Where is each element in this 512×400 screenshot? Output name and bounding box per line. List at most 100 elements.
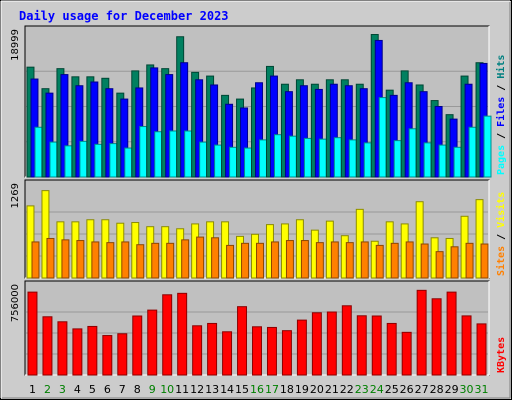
bar-kbytes-day-19 [296, 319, 307, 376]
x-tick-label-day-26: 26 [400, 383, 414, 396]
bar-files-day-28 [434, 105, 443, 178]
bar-kbytes-day-18 [281, 330, 292, 376]
bar-sites-day-23 [360, 241, 369, 279]
bar-kbytes-day-5 [87, 325, 98, 376]
bar-files-day-11 [180, 62, 189, 178]
panel-legend: Pages / Files / Hits [495, 55, 507, 175]
bar-sites-day-14 [226, 244, 235, 279]
legend-entry: Files [495, 97, 507, 127]
bar-sites-day-11 [181, 239, 190, 279]
bar-pages-day-9 [154, 131, 163, 178]
bar-pages-day-22 [348, 139, 357, 178]
bar-pages-day-2 [49, 141, 58, 178]
bar-kbytes-day-10 [162, 294, 173, 376]
y-axis-max-label: 18999 [10, 29, 21, 61]
x-tick-label-day-21: 21 [325, 383, 339, 396]
bar-kbytes-day-6 [102, 335, 113, 376]
x-tick-label-day-25: 25 [385, 383, 399, 396]
bar-kbytes-day-27 [416, 289, 427, 376]
bar-files-day-9 [150, 67, 159, 178]
bar-sites-day-8 [136, 244, 145, 279]
bar-kbytes-day-16 [252, 326, 262, 376]
x-tick-label-day-30: 30 [460, 383, 474, 396]
bar-pages-day-30 [468, 126, 477, 178]
bar-sites-day-5 [91, 241, 100, 279]
bar-files-day-12 [195, 79, 204, 178]
legend-entry: / [496, 79, 507, 97]
bar-pages-day-16 [259, 139, 267, 178]
bar-kbytes-day-13 [207, 322, 218, 376]
x-tick-label-day-20: 20 [310, 383, 324, 396]
bar-sites-day-27 [420, 243, 429, 279]
bar-sites-day-16 [256, 242, 264, 279]
x-tick-label-day-28: 28 [430, 383, 444, 396]
bar-kbytes-day-9 [147, 309, 158, 376]
x-tick-label-day-15: 15 [235, 383, 249, 396]
x-tick-label-day-27: 27 [415, 383, 429, 396]
legend-entry: KBytes [496, 337, 507, 373]
bar-sites-day-20 [315, 242, 324, 279]
bar-pages-day-17 [273, 134, 282, 178]
bar-files-day-20 [314, 88, 323, 178]
y-axis-max-label: 1269 [10, 183, 21, 208]
bar-visits-day-27 [415, 201, 424, 279]
bar-kbytes-day-4 [72, 328, 83, 376]
bar-files-day-5 [90, 81, 99, 178]
bar-pages-day-8 [139, 126, 148, 178]
bar-sites-day-26 [405, 241, 414, 279]
chart-panels: 18999 Pages / Files / Hits 1269 Sites / Vis… [10, 25, 507, 376]
bar-sites-day-9 [151, 242, 160, 279]
chart-title: Daily usage for December 2023 [19, 9, 229, 23]
x-tick-label-day-22: 22 [340, 383, 354, 396]
bar-pages-day-3 [64, 145, 73, 178]
bar-sites-day-13 [211, 237, 220, 279]
bar-sites-day-19 [300, 240, 309, 279]
bar-files-day-7 [120, 98, 129, 178]
bar-kbytes-day-22 [341, 305, 352, 376]
panel-2: 1269 Sites / Visits [10, 179, 507, 279]
bar-pages-day-15 [244, 147, 253, 178]
bar-sites-day-12 [196, 236, 205, 279]
x-tick-label-day-12: 12 [190, 383, 204, 396]
bar-sites-day-25 [390, 242, 399, 279]
bar-kbytes-day-25 [386, 322, 397, 376]
bar-sites-day-10 [166, 242, 175, 279]
bar-files-day-16 [255, 82, 263, 178]
legend-entry: Pages [496, 145, 507, 175]
x-tick-label-day-17: 17 [265, 383, 279, 396]
bar-pages-day-20 [318, 138, 327, 178]
x-tick-label-day-16: 16 [250, 383, 264, 396]
panel-1: 18999 Pages / Files / Hits [10, 25, 507, 178]
bar-pages-day-24 [378, 97, 387, 178]
bar-kbytes-day-12 [192, 325, 203, 376]
bar-sites-day-29 [450, 246, 459, 279]
bar-visits-day-2 [41, 190, 50, 279]
bar-kbytes-day-21 [326, 311, 337, 376]
bar-pages-day-12 [199, 141, 208, 178]
x-tick-label-day-29: 29 [445, 383, 459, 396]
bar-files-day-15 [240, 107, 249, 178]
bar-sites-day-17 [270, 241, 279, 279]
legend-entry: Hits [495, 55, 507, 79]
x-tick-label-day-31: 31 [475, 383, 489, 396]
bar-sites-day-15 [241, 242, 250, 279]
bar-files-day-18 [284, 91, 293, 178]
bar-sites-day-22 [345, 242, 354, 279]
x-tick-label-day-1: 1 [29, 383, 36, 396]
x-tick-label-day-23: 23 [355, 383, 369, 396]
bar-sites-day-28 [435, 251, 444, 279]
bar-files-day-4 [75, 85, 84, 178]
bar-kbytes-day-15 [237, 306, 248, 376]
bar-pages-day-29 [453, 146, 462, 178]
bar-kbytes-day-23 [356, 315, 367, 376]
bar-files-day-2 [45, 92, 54, 178]
bar-pages-day-19 [303, 137, 312, 178]
x-tick-label-day-9: 9 [149, 383, 156, 396]
bar-kbytes-day-11 [177, 292, 188, 376]
bar-kbytes-day-30 [461, 315, 472, 376]
bar-files-day-21 [329, 83, 338, 178]
y-axis-max-label: 756000 [10, 284, 21, 322]
bar-sites-day-31 [480, 243, 489, 279]
x-tick-label-day-6: 6 [104, 383, 111, 396]
x-tick-label-day-24: 24 [370, 383, 384, 396]
